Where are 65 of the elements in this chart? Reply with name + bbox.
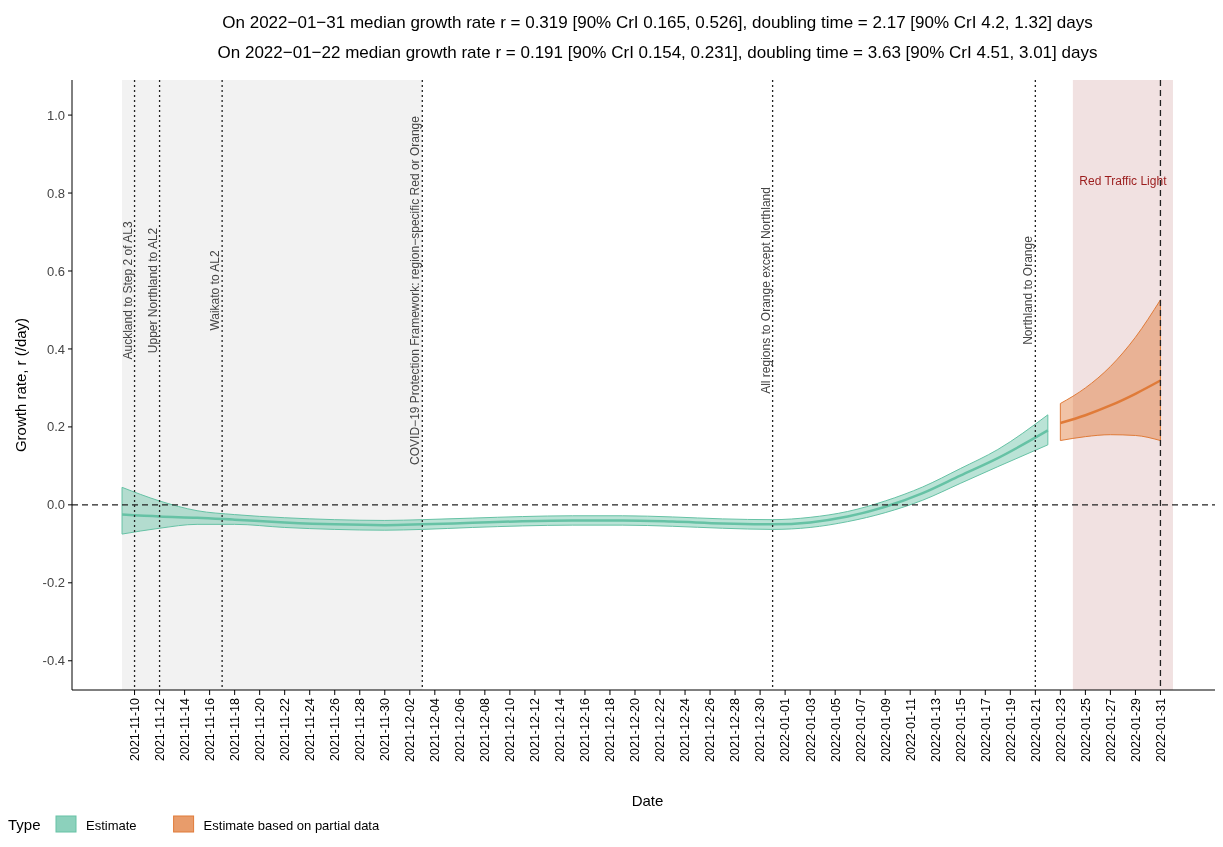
x-tick-label: 2021-12-12 (528, 697, 543, 762)
x-tick-label: 2021-12-20 (628, 697, 643, 762)
legend-label: Estimate based on partial data (203, 818, 380, 833)
x-tick-label: 2021-12-30 (753, 697, 768, 762)
x-tick-label: 2021-12-04 (428, 697, 443, 762)
y-tick-label: 0.0 (46, 497, 65, 513)
band-label: Red Traffic Light (1079, 174, 1168, 189)
x-tick-label: 2022-01-13 (928, 697, 943, 762)
ref-line-label: All regions to Orange except Northland (758, 187, 773, 394)
x-tick-label: 2021-11-28 (353, 697, 368, 762)
x-tick-label: 2021-12-06 (453, 697, 468, 762)
y-tick-label: 1.0 (46, 107, 65, 123)
x-tick-label: 2022-01-03 (803, 697, 818, 762)
x-axis-title: Date (631, 792, 664, 809)
y-tick-label: -0.2 (42, 575, 65, 591)
x-tick-label: 2022-01-09 (878, 697, 893, 762)
x-tick-label: 2021-12-14 (553, 697, 568, 762)
x-tick-label: 2022-01-19 (1003, 697, 1018, 762)
x-tick-label: 2022-01-25 (1078, 697, 1093, 762)
x-tick-label: 2022-01-11 (903, 697, 918, 762)
x-tick-label: 2022-01-17 (978, 697, 993, 762)
y-tick-label: 0.4 (46, 341, 65, 357)
x-tick-label: 2021-12-22 (653, 697, 668, 762)
x-tick-label: 2022-01-27 (1103, 697, 1118, 762)
x-tick-label: 2021-12-16 (578, 697, 593, 762)
line-series (1059, 379, 1162, 425)
chart-subtitle: On 2022−01−22 median growth rate r = 0.191 [90% CrI 0.154, 0.231], doubling time = 3.63 [90% CrI 4.51, 3.01] days (217, 43, 1098, 62)
x-tick-label: 2021-11-16 (202, 697, 217, 762)
x-tick-label: 2021-11-12 (152, 697, 167, 762)
x-tick-label: 2021-11-18 (228, 697, 243, 762)
x-tick-label: 2021-11-10 (127, 697, 142, 762)
x-tick-label: 2022-01-01 (778, 697, 793, 762)
ref-line-label: COVID−19 Protection Framework: region−specific Red or Orange (408, 115, 423, 465)
x-tick-label: 2021-12-10 (503, 697, 518, 762)
ref-line-label: Auckland to Step 2 of AL3 (120, 221, 135, 360)
x-tick-label: 2021-12-24 (678, 697, 693, 762)
x-tick-label: 2021-12-18 (603, 697, 618, 762)
x-tick-label: 2022-01-05 (828, 697, 843, 762)
x-tick-label: 2021-12-28 (728, 697, 743, 762)
x-tick-label: 2021-11-20 (253, 697, 268, 762)
y-tick-label: 0.8 (46, 185, 65, 201)
ref-line-label: Waikato to AL2 (208, 250, 223, 331)
x-tick-label: 2021-12-26 (703, 697, 718, 762)
x-tick-label: 2021-11-24 (303, 697, 318, 762)
legend-label: Estimate (86, 818, 137, 833)
y-axis-title: Growth rate, r (/day) (12, 317, 29, 453)
x-tick-label: 2022-01-15 (953, 697, 968, 762)
x-tick-label: 2022-01-21 (1028, 697, 1043, 762)
x-tick-label: 2022-01-23 (1053, 697, 1068, 762)
chart-title: On 2022−01−31 median growth rate r = 0.319 [90% CrI 0.165, 0.526], doubling time = 2.17 [90% CrI 4.2, 1.32] days (222, 13, 1093, 32)
x-tick-label: 2021-11-26 (328, 697, 343, 762)
y-tick-label: -0.4 (42, 653, 65, 669)
ref-line-label: Northland to Orange (1021, 235, 1036, 345)
legend-title: Type (8, 816, 41, 833)
x-tick-label: 2021-11-22 (278, 697, 293, 762)
x-tick-label: 2022-01-07 (853, 697, 868, 762)
x-tick-label: 2021-12-02 (403, 697, 418, 762)
x-tick-label: 2022-01-31 (1153, 697, 1168, 762)
y-tick-label: 0.6 (46, 263, 65, 279)
x-tick-label: 2021-11-14 (177, 697, 192, 762)
x-tick-label: 2022-01-29 (1128, 697, 1143, 762)
x-tick-label: 2021-12-08 (478, 697, 493, 762)
x-tick-label: 2021-11-30 (378, 697, 393, 762)
ref-line-label: Upper Northland to AL2 (145, 227, 160, 354)
y-tick-label: 0.2 (46, 419, 65, 435)
